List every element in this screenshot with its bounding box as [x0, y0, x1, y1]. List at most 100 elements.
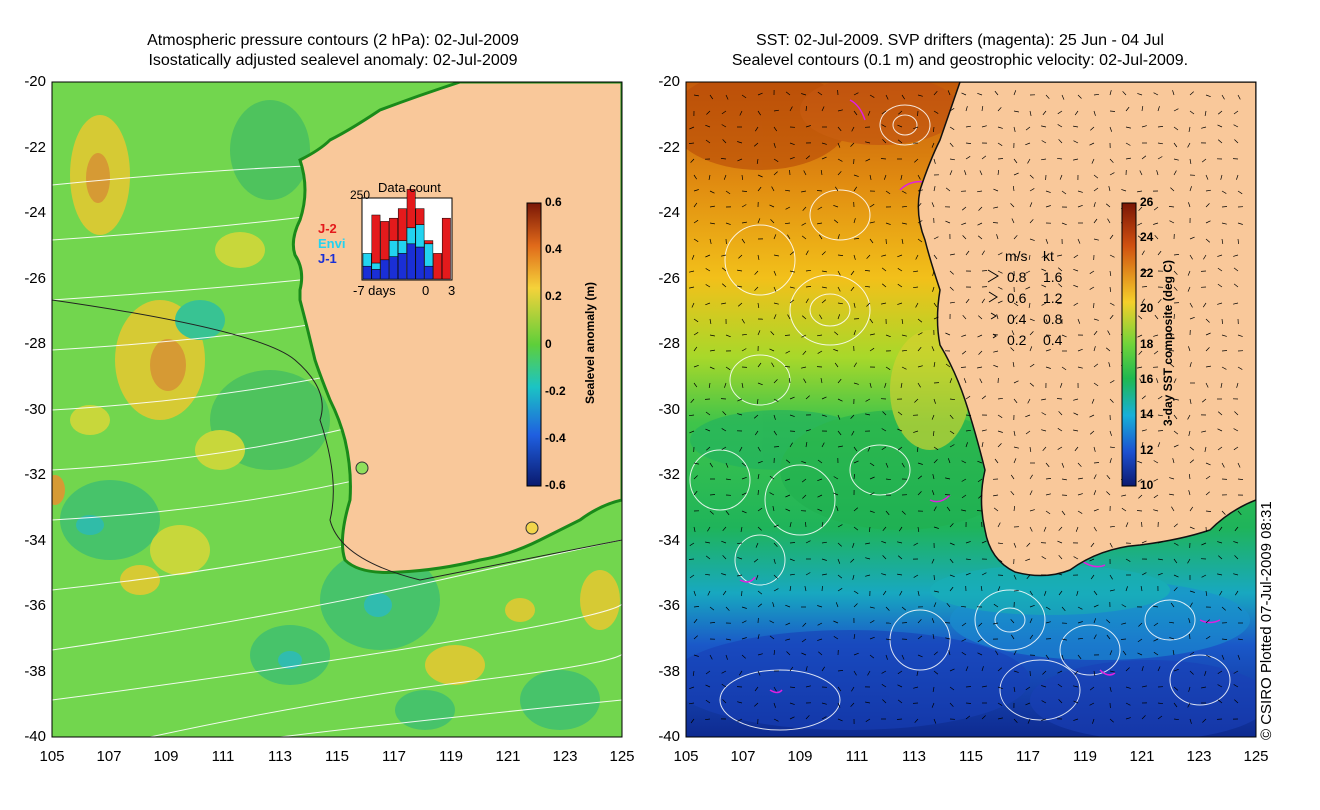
velocity-arrow — [1029, 202, 1033, 208]
velocity-arrow — [949, 170, 953, 176]
velocity-arrow — [1189, 633, 1191, 640]
velocity-arrow — [688, 414, 695, 417]
sla-colorbar — [526, 202, 542, 487]
velocity-arrow — [1108, 186, 1111, 192]
velocity-arrow — [689, 126, 695, 130]
velocity-arrow — [805, 572, 811, 576]
speed-legend-kt: 0.8 — [1043, 311, 1063, 327]
velocity-arrow — [1172, 458, 1175, 464]
velocity-arrow — [739, 110, 743, 116]
data-count-bar — [415, 224, 425, 248]
velocity-arrow — [1137, 190, 1143, 193]
velocity-arrow — [1233, 267, 1239, 272]
velocity-arrow — [1108, 362, 1111, 368]
velocity-arrow — [1093, 363, 1099, 368]
velocity-arrow — [785, 206, 791, 210]
velocity-arrow — [993, 206, 999, 209]
velocity-arrow — [1089, 702, 1095, 706]
velocity-arrow — [995, 650, 999, 656]
velocity-arrow — [917, 238, 923, 243]
velocity-arrow — [755, 126, 759, 132]
velocity-arrow — [1173, 702, 1178, 708]
velocity-arrow — [898, 110, 903, 115]
velocity-arrow — [1173, 108, 1179, 112]
velocity-arrow — [965, 702, 972, 704]
velocity-arrow — [709, 190, 715, 194]
velocity-arrow — [741, 462, 747, 467]
velocity-arrow — [741, 382, 744, 388]
velocity-arrow — [945, 477, 951, 480]
velocity-arrow — [949, 378, 953, 384]
velocity-arrow — [1188, 686, 1191, 692]
velocity-arrow — [1025, 558, 1031, 562]
velocity-arrow — [1138, 494, 1143, 499]
velocity-arrow — [821, 585, 823, 592]
velocity-arrow — [725, 478, 731, 481]
velocity-arrow — [1141, 572, 1147, 576]
credit-text: © CSIRO Plotted 07-Jul-2009 08:31 — [1258, 501, 1275, 740]
velocity-arrow — [981, 666, 984, 672]
velocity-arrow — [1205, 94, 1211, 98]
velocity-arrow — [693, 475, 698, 480]
velocity-arrow — [741, 190, 748, 192]
velocity-arrow — [1061, 190, 1067, 195]
velocity-arrow — [709, 349, 715, 352]
velocity-arrow — [707, 590, 711, 596]
velocity-arrow — [901, 622, 908, 624]
velocity-arrow — [801, 190, 807, 193]
data-count-x-right: 3 — [448, 283, 456, 298]
velocity-arrow — [1168, 350, 1175, 352]
velocity-arrow — [720, 158, 727, 160]
velocity-arrow — [949, 253, 955, 256]
velocity-arrow — [1029, 618, 1033, 624]
velocity-arrow — [901, 222, 907, 225]
velocity-arrow — [1217, 573, 1223, 576]
velocity-arrow — [897, 139, 903, 144]
velocity-arrow — [853, 254, 856, 260]
velocity-arrow — [913, 430, 919, 433]
velocity-arrow — [997, 558, 1003, 563]
velocity-arrow — [1202, 302, 1207, 308]
velocity-arrow — [805, 298, 809, 304]
velocity-arrow — [1188, 474, 1191, 480]
velocity-arrow — [789, 251, 795, 256]
velocity-arrow — [916, 670, 919, 676]
velocity-arrow — [960, 366, 967, 368]
velocity-arrow — [917, 202, 922, 208]
velocity-arrow — [885, 366, 891, 370]
velocity-arrow — [741, 476, 747, 480]
velocity-arrow — [1013, 718, 1018, 723]
velocity-arrow — [1106, 491, 1111, 496]
velocity-arrow — [977, 638, 983, 643]
velocity-arrow — [1045, 621, 1051, 624]
velocity-arrow — [773, 302, 779, 305]
velocity-arrow — [981, 685, 987, 688]
velocity-arrow — [949, 702, 954, 707]
velocity-arrow — [933, 302, 938, 308]
velocity-arrow — [1057, 110, 1063, 115]
velocity-arrow — [1173, 686, 1179, 691]
velocity-arrow — [981, 125, 987, 128]
velocity-arrow — [1237, 222, 1243, 225]
velocity-arrow — [725, 190, 731, 195]
velocity-arrow — [789, 142, 795, 146]
velocity-arrow — [741, 606, 747, 609]
velocity-arrow — [949, 108, 955, 112]
velocity-arrow — [917, 382, 921, 388]
velocity-arrow — [1138, 315, 1143, 320]
velocity-arrow — [705, 284, 711, 288]
sla-colorbar-tick: 0.4 — [545, 242, 562, 257]
velocity-arrow — [737, 413, 743, 416]
velocity-arrow — [737, 269, 743, 272]
velocity-arrow — [837, 542, 842, 547]
velocity-arrow — [757, 634, 760, 640]
sla-colorbar-tick: -0.2 — [545, 383, 566, 398]
velocity-arrow — [705, 124, 711, 128]
velocity-arrow — [757, 474, 760, 480]
velocity-arrow — [1077, 348, 1083, 352]
velocity-arrow — [693, 462, 699, 465]
velocity-arrow — [773, 254, 779, 257]
data-count-bar — [362, 253, 372, 267]
velocity-arrow — [853, 382, 859, 385]
velocity-arrow — [805, 395, 810, 400]
